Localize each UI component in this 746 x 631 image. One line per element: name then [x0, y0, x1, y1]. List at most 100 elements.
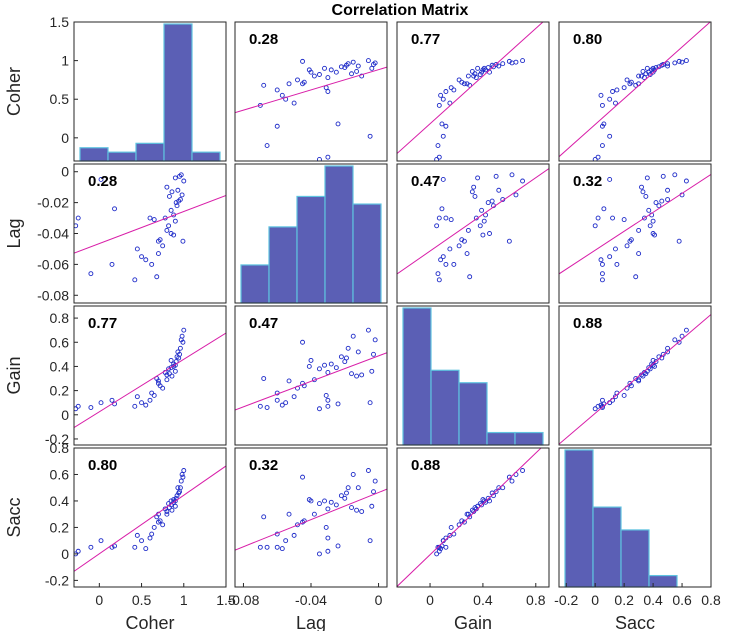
scatter-point [500, 485, 506, 491]
scatter-point [325, 75, 331, 81]
hist-bar-coher-1 [107, 151, 137, 162]
scatter-point [328, 67, 334, 73]
scatter-point [633, 376, 639, 381]
x-tick-label: 0.5 [132, 592, 152, 608]
scatter-point [349, 371, 354, 377]
scatter-point [132, 544, 138, 550]
scatter-point [436, 215, 442, 221]
x-tick-label: 0 [591, 592, 599, 608]
hist-bar-sacc-0 [564, 449, 594, 588]
scatter-point [74, 223, 79, 229]
scatter-point [311, 73, 317, 79]
scatter-point [639, 73, 644, 79]
scatter-point [143, 546, 149, 552]
scatter-point [176, 198, 182, 204]
scatter-point [628, 79, 634, 85]
fit-line [397, 448, 542, 587]
scatter-point [435, 271, 441, 277]
scatter-point [300, 339, 306, 345]
scatter-point [355, 63, 361, 69]
correlation-label: 0.77 [411, 31, 440, 48]
y-axis-label-sacc: Sacc [4, 497, 24, 537]
y-tick-label: -0.06 [37, 256, 69, 272]
scatter-point [636, 73, 642, 79]
scatter-point [607, 96, 613, 102]
scatter-point [279, 92, 285, 98]
scatter-point [169, 507, 175, 513]
scatter-point [640, 68, 646, 74]
scatter-point [610, 215, 616, 221]
x-tick-label: 0 [426, 592, 434, 608]
scatter-point [467, 274, 473, 280]
scatter-point [160, 522, 166, 528]
scatter-point [365, 327, 371, 333]
scatter-point [676, 58, 682, 64]
panel-frame [396, 21, 550, 162]
scatter-point [328, 499, 334, 505]
hist-bar-coher-4 [191, 151, 221, 162]
scatter-point [621, 85, 627, 91]
scatter-point [601, 206, 607, 212]
scatter-point [164, 377, 170, 383]
correlation-label: 0.32 [249, 457, 278, 474]
scatter-point [176, 490, 182, 496]
scatter-point [595, 215, 601, 221]
scatter-point [448, 217, 454, 223]
scatter-point [665, 63, 671, 69]
scatter-point [74, 406, 79, 412]
scatter-point [112, 206, 117, 212]
hist-bar-gain-1 [430, 369, 460, 446]
scatter-point [157, 237, 163, 243]
panel-lag-sacc: 0.32 [558, 163, 712, 304]
x-axis-label-gain: Gain [454, 613, 492, 631]
scatter-point [436, 277, 442, 283]
scatter-point [480, 497, 486, 503]
scatter-point [624, 243, 630, 249]
scatter-point [479, 502, 485, 508]
scatter-point [467, 514, 473, 520]
panel-gain-coher: 0.77 [73, 305, 227, 446]
x-tick-label: 0.2 [614, 592, 634, 608]
scatter-point [328, 361, 334, 367]
scatter-point [480, 232, 486, 238]
scatter-point [683, 178, 689, 184]
y-tick-label: 0.4 [50, 493, 70, 509]
fit-line [235, 488, 387, 551]
scatter-point [286, 511, 292, 517]
correlation-label: 0.88 [411, 457, 440, 474]
scatter-point [132, 403, 138, 409]
scatter-point [261, 514, 267, 520]
scatter-point [643, 71, 649, 77]
panel-coher-coher [73, 21, 227, 162]
scatter-point [487, 231, 492, 236]
scatter-point [75, 403, 81, 409]
scatter-point [316, 157, 322, 161]
scatter-point [479, 207, 485, 213]
scatter-point [180, 238, 186, 244]
scatter-point [614, 87, 620, 93]
x-tick-label: 0.8 [526, 592, 546, 608]
scatter-point [147, 535, 153, 541]
scatter-point [451, 87, 457, 93]
scatter-point [295, 522, 300, 528]
scatter-point [461, 519, 467, 525]
scatter-point [306, 363, 312, 369]
panel-frame [396, 163, 550, 304]
scatter-point [500, 61, 506, 67]
scatter-point [676, 339, 682, 345]
scatter-point [440, 176, 446, 182]
panel-lag-gain: 0.47 [396, 163, 550, 304]
scatter-point [595, 154, 601, 160]
scatter-point [168, 365, 174, 371]
scatter-point [143, 257, 149, 263]
scatter-point [109, 397, 115, 403]
y-tick-label: 0.2 [50, 383, 70, 399]
scatter-point [325, 370, 331, 375]
y-tick-label: -0.2 [45, 572, 69, 588]
y-tick-label: 0.8 [50, 440, 70, 456]
scatter-point [335, 543, 341, 549]
x-tick-label: -0.04 [295, 592, 327, 608]
y-tick-label: 0.8 [50, 310, 70, 326]
scatter-point [493, 173, 499, 179]
scatter-point [325, 397, 331, 403]
